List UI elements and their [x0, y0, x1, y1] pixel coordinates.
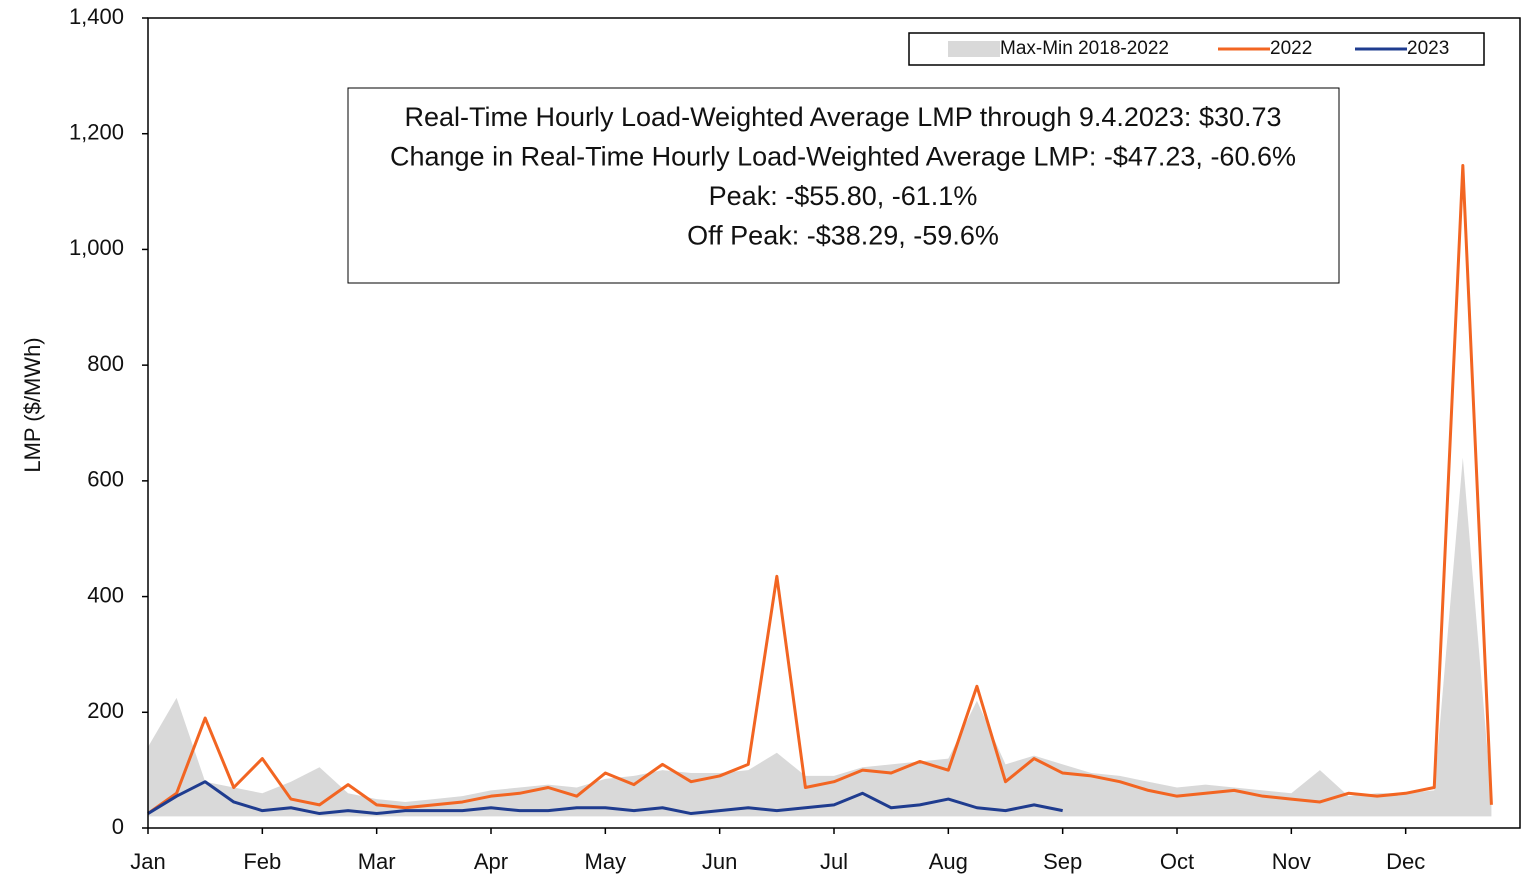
annotation-line: Change in Real-Time Hourly Load-Weighted… — [390, 142, 1296, 172]
x-tick-label: Mar — [358, 849, 396, 874]
legend-label: Max-Min 2018-2022 — [1000, 38, 1169, 59]
annotation-line: Peak: -$55.80, -61.1% — [709, 181, 978, 211]
series-line — [147, 164, 1493, 815]
annotation-line: Off Peak: -$38.29, -59.6% — [687, 221, 999, 251]
x-tick-label: Nov — [1272, 849, 1311, 874]
y-tick-label: 400 — [87, 582, 124, 607]
y-tick-label: 0 — [112, 814, 124, 839]
legend-swatch — [948, 41, 1000, 57]
y-tick-label: 200 — [87, 698, 124, 723]
x-tick-label: Feb — [243, 849, 281, 874]
x-tick-label: Dec — [1386, 849, 1425, 874]
legend-label: 2023 — [1407, 38, 1449, 59]
x-tick-label: Oct — [1160, 849, 1194, 874]
y-tick-label: 1,200 — [69, 120, 124, 145]
annotation-box — [347, 87, 1340, 284]
y-tick-label: 600 — [87, 467, 124, 492]
x-tick-label: Jun — [702, 849, 737, 874]
series-line — [147, 780, 1063, 816]
y-tick-label: 1,400 — [69, 4, 124, 29]
x-tick-label: May — [585, 849, 627, 874]
y-tick-label: 800 — [87, 351, 124, 376]
y-axis-title: LMP ($/MWh) — [20, 337, 45, 472]
x-tick-label: Aug — [929, 849, 968, 874]
x-tick-label: Apr — [474, 849, 508, 874]
x-tick-label: Jul — [820, 849, 848, 874]
legend-label: 2022 — [1270, 38, 1312, 59]
range-band — [148, 457, 1492, 817]
x-tick-label: Jan — [130, 849, 165, 874]
y-tick-label: 1,000 — [69, 235, 124, 260]
annotation-line: Real-Time Hourly Load-Weighted Average L… — [404, 102, 1281, 132]
x-tick-label: Sep — [1043, 849, 1082, 874]
